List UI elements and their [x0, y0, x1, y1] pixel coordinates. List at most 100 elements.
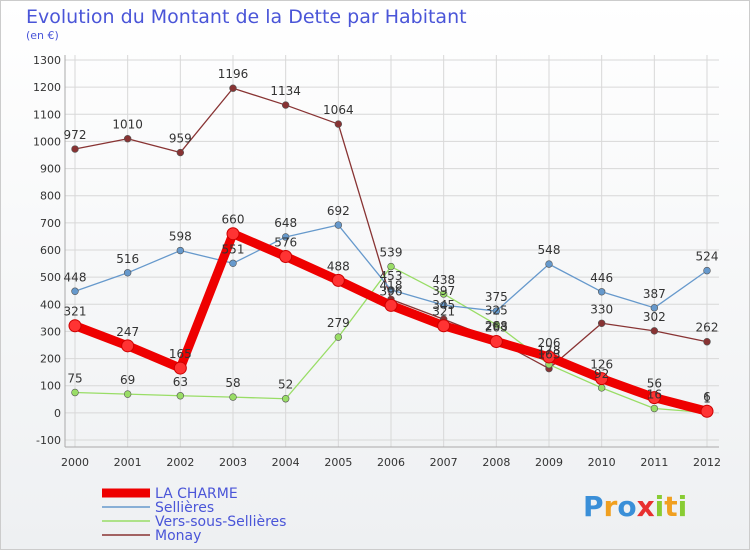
- data-point: [331, 273, 345, 287]
- data-point: [597, 384, 606, 392]
- data-label: 6: [703, 390, 711, 404]
- data-label: 56: [647, 377, 662, 391]
- data-point: [123, 390, 132, 398]
- grid: [65, 55, 719, 447]
- data-label: 1: [703, 392, 711, 406]
- data-point: [334, 333, 343, 341]
- y-tick-label: 800: [40, 190, 61, 203]
- data-point: [439, 290, 448, 298]
- legend-label: LA CHARME: [155, 486, 238, 502]
- data-point: [176, 148, 185, 157]
- data-label: 247: [116, 325, 139, 339]
- data-label: 375: [485, 290, 508, 304]
- data-label: 548: [538, 243, 561, 257]
- data-label: 1134: [270, 84, 301, 98]
- x-tick-label: 2002: [166, 456, 194, 469]
- data-label: 58: [225, 376, 240, 390]
- data-label: 325: [485, 304, 508, 318]
- proxiti-logo: Proxiti: [583, 490, 687, 523]
- y-tick-label: 1100: [33, 108, 61, 121]
- x-tick-label: 2005: [324, 456, 352, 469]
- y-tick-label: 0: [54, 407, 61, 420]
- data-point: [703, 266, 711, 275]
- x-tick-label: 2007: [430, 456, 458, 469]
- legend-label: Vers-sous-Sellières: [155, 514, 286, 530]
- x-tick-label: 2010: [588, 456, 616, 469]
- data-point: [703, 338, 711, 346]
- legend: LA CHARMESellièresVers-sous-SellièresMon…: [102, 486, 286, 544]
- data-label: 345: [432, 298, 455, 312]
- data-label: 75: [67, 372, 82, 386]
- y-tick-label: 500: [40, 271, 61, 284]
- data-label: 488: [327, 259, 350, 273]
- data-label: 418: [380, 278, 403, 292]
- data-label: 453: [380, 269, 403, 283]
- data-labels: 321 247 165 660 576 488 396 321 263 206 126 56 6 448 5…: [64, 67, 719, 405]
- data-label: 576: [274, 236, 297, 250]
- data-label: 397: [432, 284, 455, 298]
- data-label: 539: [380, 246, 403, 260]
- series-area: [68, 84, 714, 418]
- data-label: 396: [380, 284, 403, 298]
- data-label: 165: [169, 347, 192, 361]
- data-point: [650, 327, 659, 335]
- data-label: 387: [643, 287, 666, 301]
- data-label: 448: [64, 270, 87, 284]
- data-label: 52: [278, 378, 293, 392]
- data-label: 302: [643, 310, 666, 324]
- data-label: 598: [169, 230, 192, 244]
- chart-title: Evolution du Montant de la Dette par Hab…: [26, 6, 467, 28]
- data-point: [542, 350, 556, 364]
- data-label: 1010: [112, 118, 143, 132]
- data-label: 63: [173, 375, 188, 389]
- data-label: 262: [696, 321, 719, 335]
- data-point: [650, 404, 659, 413]
- x-tick-label: 2000: [61, 456, 89, 469]
- data-label: 648: [274, 216, 297, 230]
- x-tick-label: 2003: [219, 456, 247, 469]
- data-point: [123, 135, 132, 143]
- legend-label: Monay: [155, 528, 201, 544]
- data-label: 206: [538, 336, 561, 350]
- y-tick-label: 900: [40, 163, 61, 176]
- data-label: 330: [590, 302, 613, 316]
- data-label: 438: [432, 273, 455, 287]
- x-tick-label: 2012: [693, 456, 721, 469]
- chart-subtitle: (en €): [26, 29, 59, 42]
- x-tick-label: 2011: [640, 456, 668, 469]
- data-point: [334, 221, 343, 229]
- y-tick-label: 1200: [33, 81, 61, 94]
- data-point: [387, 262, 395, 271]
- data-point: [226, 227, 240, 241]
- data-label: 551: [222, 242, 245, 256]
- y-tick-label: -100: [36, 434, 61, 447]
- data-point: [492, 320, 501, 329]
- data-point: [176, 392, 185, 400]
- data-point: [650, 304, 659, 312]
- x-tick-label: 2001: [114, 456, 142, 469]
- data-point: [597, 288, 606, 296]
- x-tick-label: 2009: [535, 456, 563, 469]
- x-tick-label: 2004: [272, 456, 300, 469]
- data-point: [437, 319, 451, 333]
- data-label: 972: [64, 128, 87, 142]
- data-point: [492, 307, 501, 315]
- data-point: [123, 269, 132, 277]
- data-point: [68, 319, 82, 333]
- data-point: [71, 145, 79, 153]
- x-tick-label: 2006: [377, 456, 405, 469]
- data-point: [279, 250, 293, 264]
- data-point: [281, 395, 290, 403]
- y-tick-label: 200: [40, 353, 61, 366]
- data-label: 692: [327, 204, 350, 218]
- data-point: [595, 372, 609, 386]
- legend-label: Sellières: [155, 500, 214, 516]
- data-label: 516: [116, 252, 139, 266]
- data-label: 524: [696, 250, 719, 264]
- data-point: [597, 319, 606, 327]
- data-label: 959: [169, 132, 192, 146]
- y-tick-label: 100: [40, 380, 61, 393]
- data-label: 16: [647, 388, 662, 402]
- axes: -100 0 100 200 300 400 500 600 700 800 900 1000 1100…: [33, 54, 721, 469]
